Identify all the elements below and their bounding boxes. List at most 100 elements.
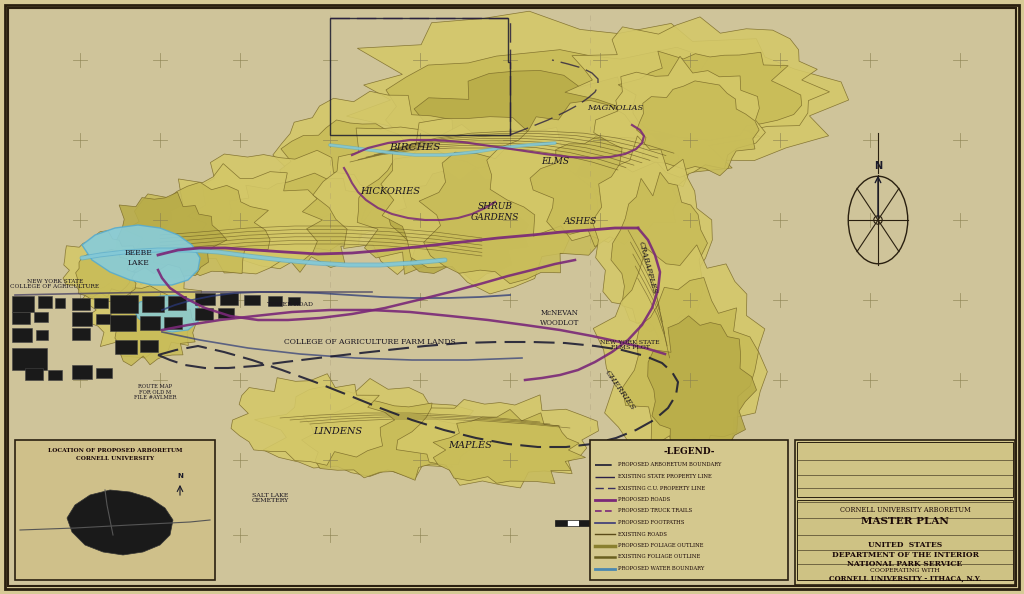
- Bar: [140, 340, 158, 352]
- Bar: [110, 295, 138, 313]
- Text: DEPARTMENT OF THE INTERIOR: DEPARTMENT OF THE INTERIOR: [831, 551, 979, 559]
- Bar: [164, 317, 182, 329]
- Text: N: N: [177, 473, 183, 479]
- Text: CORNELL UNIVERSITY ARBORETUM: CORNELL UNIVERSITY ARBORETUM: [840, 506, 971, 514]
- Polygon shape: [593, 245, 767, 459]
- Bar: [12, 348, 47, 370]
- Polygon shape: [280, 120, 421, 222]
- Polygon shape: [111, 286, 196, 366]
- Polygon shape: [162, 163, 323, 274]
- Polygon shape: [611, 172, 708, 342]
- Bar: [218, 308, 234, 318]
- Text: -LEGEND-: -LEGEND-: [664, 447, 715, 457]
- Text: N: N: [873, 161, 882, 170]
- Polygon shape: [419, 144, 605, 284]
- Bar: [110, 315, 136, 331]
- Polygon shape: [228, 173, 375, 273]
- Text: SALT LAKE
CEMETERY: SALT LAKE CEMETERY: [251, 492, 289, 503]
- Bar: [220, 293, 238, 305]
- Bar: [72, 365, 92, 379]
- Bar: [12, 312, 30, 324]
- Polygon shape: [648, 316, 757, 462]
- Bar: [168, 296, 186, 310]
- Polygon shape: [109, 192, 227, 285]
- Bar: [590, 440, 788, 580]
- Bar: [12, 296, 34, 312]
- Bar: [567, 520, 579, 526]
- Polygon shape: [255, 378, 475, 479]
- Bar: [115, 340, 137, 354]
- Polygon shape: [301, 399, 471, 481]
- Bar: [555, 520, 567, 526]
- Bar: [797, 442, 1013, 497]
- Bar: [72, 328, 90, 340]
- Text: UNITED  STATES: UNITED STATES: [868, 541, 942, 549]
- Text: MASTER PLAN: MASTER PLAN: [861, 517, 949, 526]
- Text: NATIONAL PARK SERVICE: NATIONAL PARK SERVICE: [848, 560, 963, 568]
- Polygon shape: [388, 168, 528, 283]
- Bar: [36, 330, 48, 340]
- Text: PROPOSED ROADS: PROPOSED ROADS: [618, 497, 670, 502]
- Polygon shape: [187, 150, 379, 268]
- Text: BEEBE
LAKE: BEEBE LAKE: [124, 249, 152, 267]
- Bar: [288, 297, 300, 305]
- Polygon shape: [594, 56, 765, 178]
- Text: MAPLES: MAPLES: [449, 441, 492, 450]
- Text: ELMS: ELMS: [541, 157, 569, 166]
- Polygon shape: [231, 374, 394, 465]
- Text: CORNELL UNIVERSITY: CORNELL UNIVERSITY: [76, 456, 154, 460]
- Bar: [15, 440, 215, 580]
- Polygon shape: [125, 182, 270, 276]
- Bar: [591, 520, 603, 526]
- Text: EXISTING ROADS: EXISTING ROADS: [618, 532, 667, 536]
- Text: NEW YORK STATE
ELMS PLOT: NEW YORK STATE ELMS PLOT: [600, 340, 659, 350]
- Bar: [579, 520, 591, 526]
- Polygon shape: [371, 48, 760, 196]
- Text: ASHES: ASHES: [563, 217, 597, 226]
- Text: PROPOSED TRUCK TRAILS: PROPOSED TRUCK TRAILS: [618, 508, 692, 513]
- Text: BIRCHES: BIRCHES: [389, 144, 440, 153]
- Text: SHRUB
GARDENS: SHRUB GARDENS: [471, 203, 519, 222]
- Bar: [25, 368, 43, 380]
- Bar: [34, 312, 48, 322]
- Polygon shape: [133, 295, 200, 332]
- Polygon shape: [346, 11, 849, 187]
- Bar: [94, 298, 108, 308]
- Polygon shape: [357, 145, 527, 274]
- Bar: [38, 296, 52, 308]
- Text: EXISTING FOLIAGE OUTLINE: EXISTING FOLIAGE OUTLINE: [618, 555, 700, 560]
- Polygon shape: [63, 230, 140, 297]
- Bar: [268, 296, 282, 306]
- Polygon shape: [272, 91, 464, 207]
- Polygon shape: [486, 100, 680, 242]
- Text: LINDENS: LINDENS: [313, 428, 362, 437]
- Polygon shape: [401, 71, 679, 197]
- Text: ROUTE MAP
FOR OLD M
FILE #AYLMER: ROUTE MAP FOR OLD M FILE #AYLMER: [134, 384, 176, 400]
- Bar: [55, 298, 65, 308]
- Text: PROPOSED FOOTPATHS: PROPOSED FOOTPATHS: [618, 520, 684, 525]
- Polygon shape: [381, 116, 608, 294]
- Polygon shape: [530, 137, 686, 247]
- Text: EXISTING STATE PROPERTY LINE: EXISTING STATE PROPERTY LINE: [618, 474, 712, 479]
- Text: PROPOSED ARBORETUM BOUNDARY: PROPOSED ARBORETUM BOUNDARY: [618, 463, 722, 467]
- Text: LOCATION OF PROPOSED ARBORETUM: LOCATION OF PROPOSED ARBORETUM: [48, 447, 182, 453]
- Polygon shape: [637, 81, 759, 176]
- Text: TOWER ROAD: TOWER ROAD: [267, 302, 313, 308]
- Polygon shape: [76, 249, 136, 302]
- Text: CORNELL UNIVERSITY - ITHACA, N.Y.: CORNELL UNIVERSITY - ITHACA, N.Y.: [828, 575, 981, 583]
- Bar: [48, 370, 62, 380]
- Bar: [244, 295, 260, 305]
- Bar: [96, 368, 112, 378]
- Text: PROPOSED FOLIAGE OUTLINE: PROPOSED FOLIAGE OUTLINE: [618, 543, 703, 548]
- Text: McNEVAN
WOODLOT: McNEVAN WOODLOT: [541, 309, 580, 327]
- Polygon shape: [396, 395, 598, 488]
- Polygon shape: [618, 51, 802, 140]
- Bar: [195, 308, 213, 320]
- Text: HICKORIES: HICKORIES: [360, 188, 420, 197]
- Polygon shape: [82, 264, 202, 358]
- Text: CHERRIES: CHERRIES: [603, 368, 637, 412]
- Bar: [140, 316, 160, 330]
- Polygon shape: [433, 409, 586, 484]
- Bar: [96, 314, 110, 324]
- Text: EXISTING C.U. PROPERTY LINE: EXISTING C.U. PROPERTY LINE: [618, 485, 706, 491]
